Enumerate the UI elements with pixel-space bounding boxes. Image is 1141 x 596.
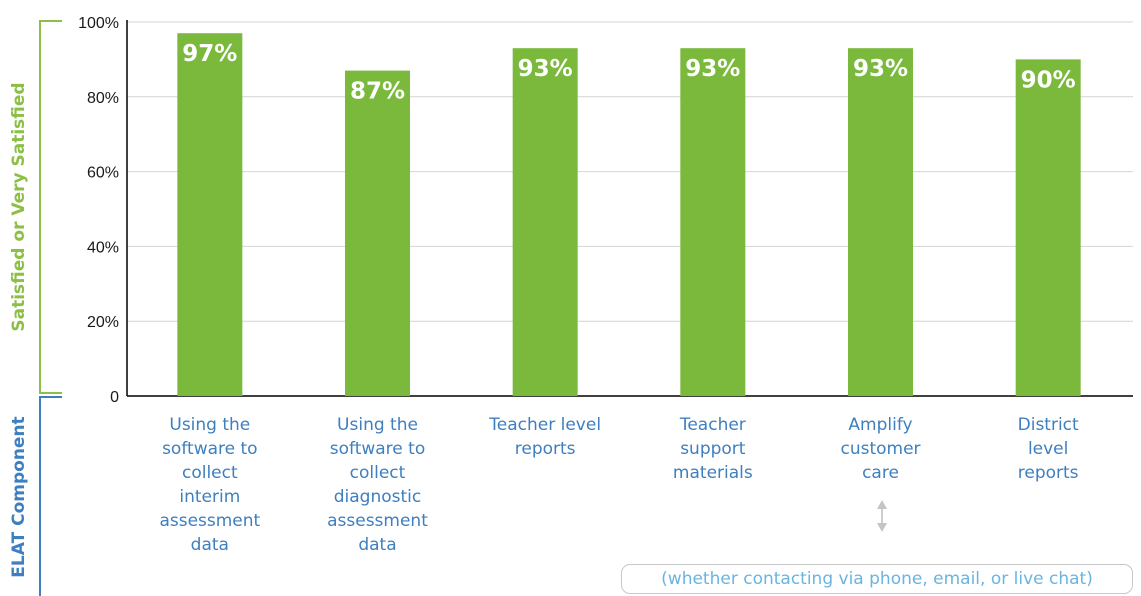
x-category-label: District level reports — [973, 413, 1123, 485]
y-tick-label: 20% — [87, 314, 119, 331]
x-category-label-line: assessment — [327, 511, 428, 531]
bar — [177, 33, 243, 396]
x-category-label-line: support — [680, 439, 746, 459]
x-axis-label: ELAT Component — [9, 416, 29, 577]
bar-value-label: 90% — [1021, 67, 1076, 93]
x-category-label-line: collect — [349, 463, 406, 483]
x-category-label-line: assessment — [159, 511, 261, 531]
x-category-label-line: data — [190, 535, 229, 555]
value-labels: 97% 87% 93% 93% 93% 90% — [182, 41, 1075, 104]
x-category-label-line: Using the — [337, 415, 418, 435]
bar — [680, 48, 746, 397]
bar-value-label: 93% — [518, 56, 573, 82]
bar — [1015, 59, 1081, 397]
ylabel-bracket — [39, 20, 62, 394]
x-category-label-line: Teacher — [679, 415, 746, 435]
x-category-label-line: data — [358, 535, 397, 555]
bars — [177, 33, 1081, 397]
y-axis-ticks: 0 20% 40% 60% 80% 100% — [78, 15, 119, 406]
x-category-label-line: District — [1017, 415, 1079, 435]
xlabel-bracket — [39, 396, 62, 596]
x-category-label-line: reports — [514, 439, 576, 459]
bar-value-label: 93% — [685, 56, 740, 82]
x-category-label-line: collect — [181, 463, 238, 483]
gridlines — [127, 21, 1133, 397]
y-tick-label: 100% — [78, 15, 119, 32]
x-category-label-line: reports — [1017, 463, 1079, 483]
y-tick-label: 0 — [110, 389, 119, 406]
x-category-label: Using the software to collect interim assess… — [135, 413, 285, 557]
annotation-connector — [877, 500, 887, 532]
x-category-label-line: Using the — [169, 415, 251, 435]
x-category-label-line: Amplify — [848, 415, 913, 435]
bar-value-label: 97% — [182, 41, 237, 67]
y-tick-label: 80% — [87, 90, 119, 107]
x-category-label-line: customer — [840, 439, 921, 459]
x-category-label-line: diagnostic — [333, 487, 422, 507]
y-tick-label: 60% — [87, 165, 119, 182]
x-category-label-line: software to — [162, 439, 258, 459]
y-axis-label: Satisfied or Very Satisfied — [9, 82, 29, 331]
x-category-label-line: level — [1027, 439, 1069, 459]
bar — [848, 48, 913, 397]
x-category-label: Teacher support materials — [638, 413, 788, 485]
x-category-label: Teacher level reports — [470, 413, 620, 461]
bar — [512, 48, 578, 397]
x-category-label-line: care — [862, 463, 899, 483]
customer-care-annotation: (whether contacting via phone, email, or… — [621, 564, 1133, 594]
y-tick-label: 40% — [87, 239, 119, 256]
x-category-label: Amplify customer care — [806, 413, 956, 485]
x-category-label: Using the software to collect diagnostic ass… — [303, 413, 453, 557]
x-category-label-line: Teacher level — [489, 415, 602, 435]
x-category-label-line: software to — [329, 439, 426, 459]
bar — [345, 70, 410, 397]
bar-value-label: 87% — [350, 79, 405, 105]
x-category-label-line: interim — [179, 487, 241, 507]
bar-value-label: 93% — [853, 56, 908, 82]
x-category-label-line: materials — [672, 463, 753, 483]
